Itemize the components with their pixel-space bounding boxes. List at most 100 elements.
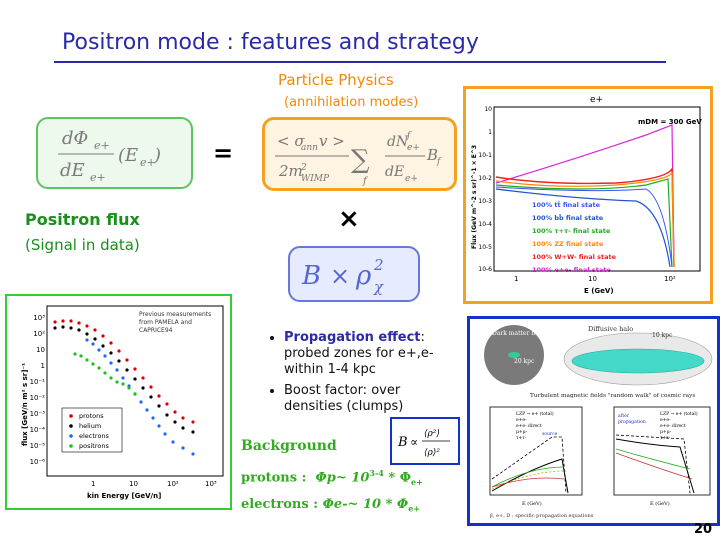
plot-r-xtick: 10 — [588, 275, 597, 283]
svg-text:dE: dE — [60, 160, 85, 181]
bullet-propagation-colon: : — [420, 330, 425, 345]
svg-text:×: × — [330, 262, 350, 290]
after-prop-line: after — [618, 413, 630, 419]
plot-l-ytick: 10⁻³ — [30, 410, 46, 418]
bullet-propagation-head: Propagation effect — [284, 330, 421, 345]
turbulent-label: Turbulent magnetic fields "random walk" … — [530, 393, 695, 399]
svg-text:ρ: ρ — [355, 261, 372, 291]
right-curve-total — [615, 438, 695, 494]
legend-zz: 100% ZZ final state — [532, 240, 604, 248]
plot-r-mdm: mDM = 300 GeV — [638, 118, 702, 126]
kpc20-label: 20 kpc — [514, 358, 535, 365]
left-legend-item: e+e- direct — [516, 423, 542, 429]
svg-text:dE: dE — [385, 164, 404, 180]
svg-text:e+: e+ — [140, 156, 156, 169]
legend-ee: 100% e+e- final state — [532, 266, 611, 274]
plot-l-xtick: 1 — [91, 480, 95, 488]
plot-l-ytick: 1 — [41, 362, 45, 370]
svg-text:χ: χ — [373, 278, 384, 296]
bullet-boost: Boost factor: over densities (clumps) — [284, 383, 462, 415]
helium-points — [53, 325, 195, 434]
plot-l-ytick: 10⁻⁴ — [30, 426, 46, 434]
electrons-label: electrons : — [241, 497, 319, 512]
left-curve-mumu — [491, 466, 565, 488]
positron-points — [73, 352, 137, 396]
legend-positrons: positrons — [79, 442, 109, 450]
right-legend-item: e+e- direct — [660, 423, 686, 429]
legend-tautau: 100% τ+τ- final state — [532, 227, 611, 235]
curve-ww — [495, 166, 675, 268]
right-legend-item: LZP → e+ (total) — [660, 410, 698, 417]
svg-text:⟨ρ²⟩: ⟨ρ²⟩ — [424, 429, 440, 439]
legend-protons: protons — [79, 412, 104, 420]
svg-text:< σ: < σ — [277, 132, 305, 150]
legend-helium: helium — [79, 422, 101, 430]
svg-text:e+: e+ — [407, 143, 420, 153]
boost-factor-box: B ∝ ⟨ρ²⟩ ⟨ρ⟩² — [390, 417, 460, 465]
left-legend-item: e+e- — [516, 417, 527, 423]
propagation-svg: Dark matter halo 20 kpc Diffusive halo 1… — [484, 325, 713, 519]
protons-formula: Φp~ 10 — [315, 470, 370, 486]
plot-r-ytick: 10-2 — [478, 175, 492, 182]
electrons-sub: e+ — [408, 503, 421, 514]
cosmic-ray-flux-svg: Previous measurements from PAMELA and CA… — [21, 305, 224, 500]
dm-halo-label: Dark matter halo — [492, 330, 545, 337]
plot-r-xlabel: E (GeV) — [584, 287, 614, 295]
right-xlabel: E (GeV) — [650, 500, 670, 507]
times-sign: × — [338, 204, 360, 234]
right-curve-tautau — [615, 452, 693, 480]
propagation-bullets: Propagation effect: probed zones for e+,… — [262, 330, 462, 420]
boost-factor-formula: B ∝ ⟨ρ²⟩ ⟨ρ⟩² — [397, 429, 450, 458]
svg-text:∑: ∑ — [351, 145, 370, 175]
left-legend-item: τ+τ- — [516, 435, 527, 441]
plot-r-ytick: 10-5 — [478, 244, 492, 251]
plot-r-ytick: 10-1 — [478, 152, 492, 159]
svg-text:ann: ann — [301, 143, 318, 153]
bullet-propagation-text: probed zones for e+,e- within 1-4 kpc — [284, 346, 434, 377]
svg-text:dΦ: dΦ — [62, 128, 88, 149]
legend-ww: 100% W+W- final state — [532, 253, 617, 261]
background-electrons: electrons : Φe-~ 10 * Φe+ — [241, 497, 420, 514]
plot-r-ytick: 10-4 — [478, 221, 492, 228]
plot-r-title: e+ — [590, 95, 603, 105]
right-legend-item: μ+μ- — [660, 429, 672, 435]
curve-tt — [495, 178, 673, 268]
curve-bb — [495, 188, 671, 268]
curve-ee — [495, 124, 675, 268]
left-curve-direct — [491, 470, 567, 490]
right-curve-ee — [615, 434, 691, 494]
legend-tt: 100% tt̄ final state — [532, 200, 601, 209]
flux-formula: dΦ e+ dE e+ (E e+ ) — [58, 128, 161, 184]
right-legend-item: e+e- — [660, 417, 671, 423]
svg-text:v >: v > — [319, 132, 345, 150]
plot-r-ytick: 10 — [484, 106, 492, 113]
svg-text:2m: 2m — [278, 162, 303, 180]
plot-l-note: CAPRICE94 — [139, 327, 173, 334]
flux-formula-box: dΦ e+ dE e+ (E e+ ) — [36, 117, 193, 189]
plot-l-ytick: 10⁻⁵ — [30, 442, 46, 450]
left-xlabel: E (GeV) — [522, 500, 542, 507]
after-prop-line: propagation — [618, 419, 646, 425]
bullet-propagation: Propagation effect: probed zones for e+,… — [284, 330, 462, 378]
protons-tail: * Φ — [383, 470, 412, 486]
diffusive-halo-label: Diffusive halo — [588, 325, 633, 333]
svg-text:⟨ρ⟩²: ⟨ρ⟩² — [424, 448, 440, 458]
legend-bb: 100% bb̄ final state — [532, 213, 604, 222]
electrons-formula: Φe-~ 10 * Φ — [322, 497, 409, 512]
protons-label: protons : — [241, 470, 307, 486]
plot-l-ylabel: flux [GeV/n m² s sr]⁻¹ — [21, 363, 29, 446]
svg-text:2: 2 — [373, 256, 384, 274]
svg-text:2: 2 — [300, 163, 307, 173]
curve-ttbar — [495, 186, 673, 268]
propagation-footer: β, e+, D : specific propagation equation… — [490, 513, 594, 519]
plot-r-ylabel: Flux (GeV m^-2 s sr)^-1 × E^3 — [471, 145, 478, 249]
page-title: Positron mode : features and strategy — [62, 30, 479, 55]
svg-text:f: f — [436, 157, 442, 167]
svg-text:e+: e+ — [94, 139, 110, 152]
svg-text:dN: dN — [387, 134, 409, 150]
svg-text:B: B — [426, 146, 438, 164]
background-protons: protons : Φp~ 103-4 * Φe+ — [241, 468, 423, 487]
svg-text:∝: ∝ — [410, 435, 418, 449]
plot-r-ytick: 1 — [488, 129, 492, 136]
right-curve-mumu — [615, 448, 691, 470]
